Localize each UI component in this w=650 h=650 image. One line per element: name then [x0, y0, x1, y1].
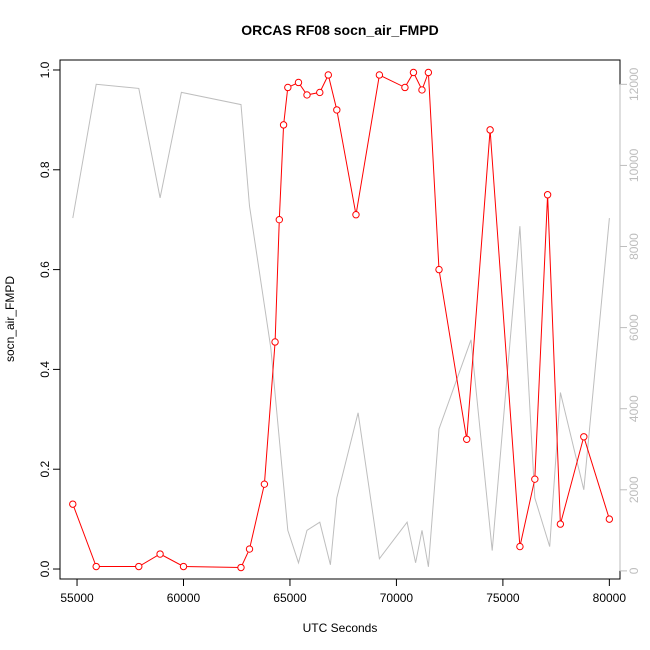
data-point	[531, 475, 539, 483]
chart-title: ORCAS RF08 socn_air_FMPD	[241, 22, 439, 38]
y-axis-left: 0.0 0.2 0.4 0.6 0.8 1.0	[38, 61, 61, 577]
x-tick-label: 75000	[486, 591, 520, 605]
data-point	[605, 515, 614, 523]
data-point	[69, 500, 77, 508]
data-point	[92, 562, 100, 571]
data-point	[294, 78, 303, 87]
data-point	[237, 563, 245, 572]
y-tick-label: 1.0	[38, 61, 52, 78]
data-point	[260, 480, 269, 488]
data-point	[556, 520, 565, 528]
data-point	[179, 562, 188, 571]
data-point	[486, 126, 494, 134]
data-point	[543, 191, 552, 199]
x-axis: 55000 60000 65000 70000 75000 80000	[60, 578, 627, 605]
data-point	[156, 550, 164, 558]
x-tick-label: 60000	[167, 591, 201, 605]
data-point	[462, 435, 471, 443]
series-secondary	[72, 83, 610, 567]
data-point	[316, 88, 324, 97]
data-point	[245, 545, 254, 553]
data-point	[580, 433, 588, 441]
data-point	[275, 215, 284, 224]
y-tick-label: 0.4	[38, 361, 52, 378]
data-point	[303, 91, 311, 99]
y2-tick-label: 0	[627, 567, 641, 574]
data-point	[435, 265, 443, 274]
x-tick-label: 65000	[273, 591, 307, 605]
x-tick-label: 70000	[380, 591, 414, 605]
x-tick-label: 55000	[60, 591, 94, 605]
data-point	[516, 542, 524, 551]
series-secondary-line	[72, 83, 610, 567]
data-point	[424, 68, 433, 77]
data-point	[418, 86, 426, 94]
series-primary	[69, 68, 614, 572]
y2-tick-label: 2000	[627, 476, 641, 503]
y2-tick-label: 4000	[627, 395, 641, 422]
data-point	[324, 71, 332, 79]
y-tick-label: 0.0	[38, 560, 52, 577]
y-tick-label: 0.2	[38, 461, 52, 478]
y2-tick-label: 6000	[627, 314, 641, 341]
data-point	[352, 211, 360, 219]
data-point	[409, 68, 418, 77]
data-point	[284, 83, 292, 92]
y2-tick-label: 12000	[627, 67, 641, 101]
y-axis-right: 0 2000 4000 6000 8000 10000 12000	[619, 67, 641, 574]
data-point	[279, 121, 288, 129]
data-point	[333, 106, 341, 114]
data-point	[375, 71, 384, 79]
x-axis-label: UTC Seconds	[303, 621, 378, 635]
y-tick-label: 0.8	[38, 161, 52, 178]
x-tick-label: 80000	[593, 591, 627, 605]
y-tick-label: 0.6	[38, 261, 52, 278]
y-axis-label: socn_air_FMPD	[3, 276, 17, 362]
data-point	[271, 338, 279, 346]
series-primary-line	[72, 71, 610, 569]
y2-tick-label: 10000	[627, 148, 641, 182]
y2-tick-label: 8000	[627, 233, 641, 260]
data-point	[401, 83, 409, 92]
data-point	[135, 562, 143, 571]
